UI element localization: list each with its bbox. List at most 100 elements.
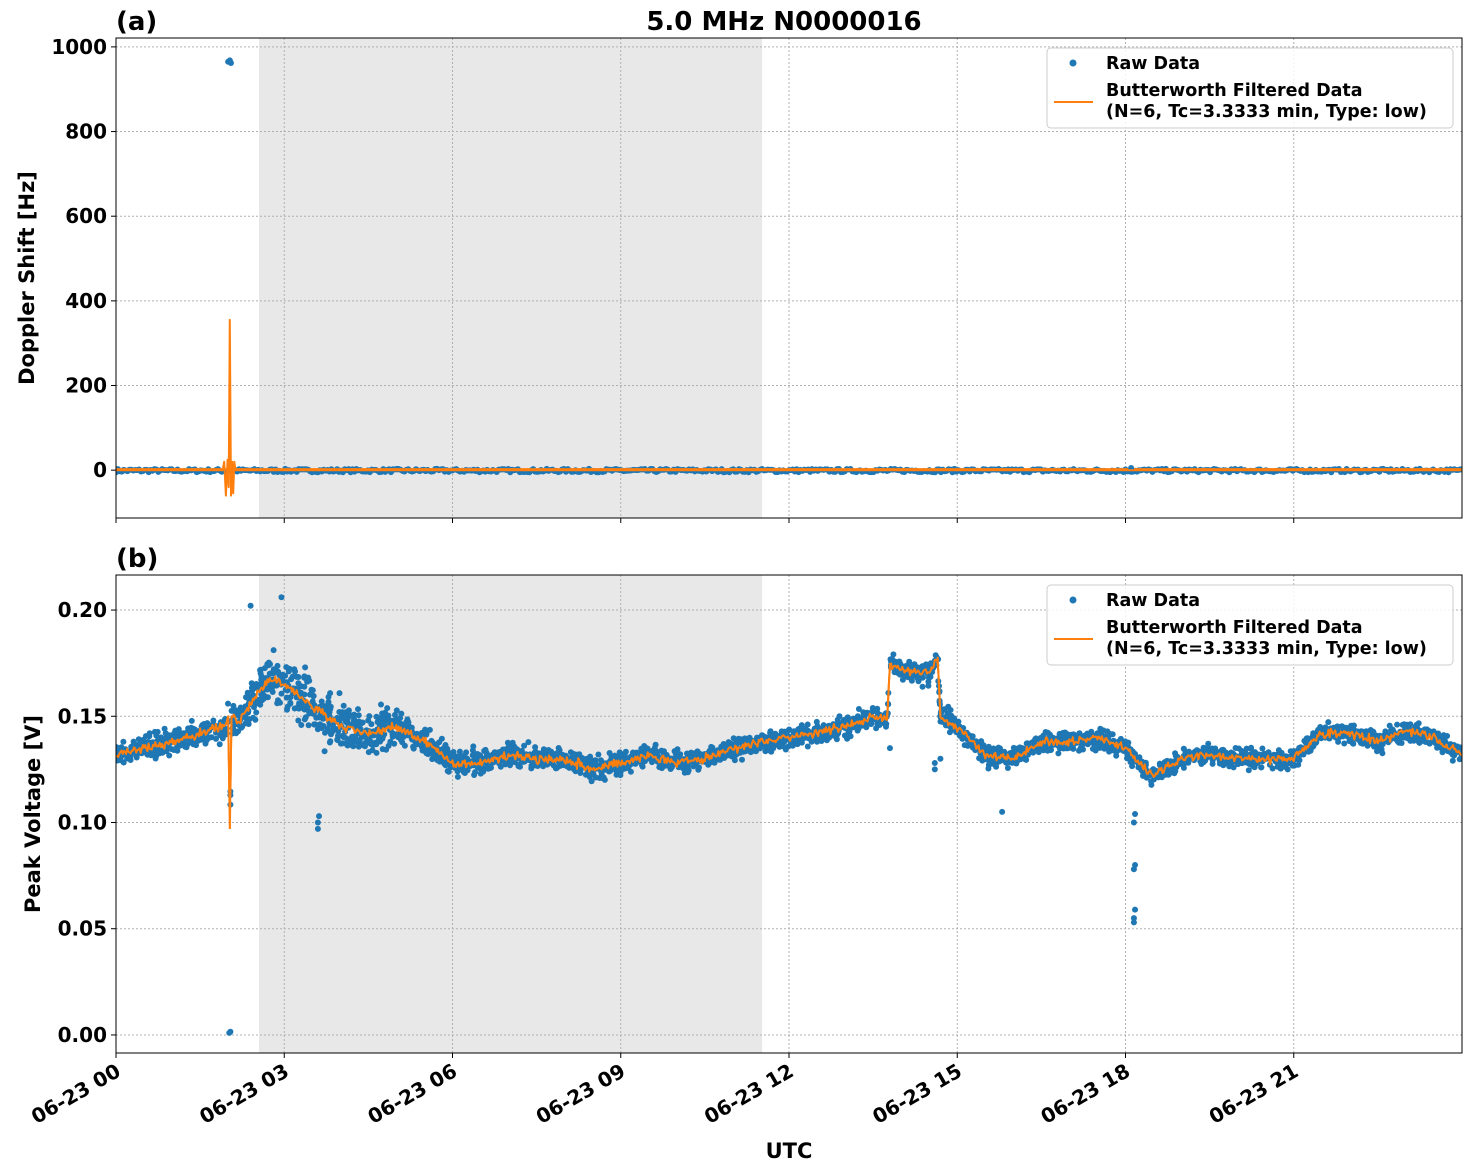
raw-point (460, 768, 467, 774)
raw-outlier-point (1130, 819, 1137, 826)
legend-filtered-label: Butterworth Filtered Data (1106, 81, 1363, 101)
raw-point (1060, 735, 1067, 742)
raw-point (785, 743, 792, 750)
raw-point (485, 752, 492, 759)
y-tick-label: 0.15 (58, 704, 107, 728)
raw-point (731, 757, 738, 764)
raw-point (1278, 749, 1285, 756)
raw-point (776, 739, 782, 746)
raw-point (1008, 750, 1015, 756)
raw-point (564, 763, 571, 770)
raw-outlier-point (314, 819, 321, 826)
raw-point (1097, 725, 1104, 732)
raw-point (1127, 759, 1134, 765)
raw-point (1415, 738, 1422, 745)
raw-point (960, 732, 967, 739)
raw-point (327, 690, 334, 697)
raw-point (308, 686, 315, 693)
raw-point (591, 760, 598, 767)
raw-point (552, 764, 559, 771)
legend-b: Raw Data Butterworth Filtered Data (N=6,… (1046, 584, 1454, 666)
raw-point (269, 689, 276, 695)
y-tick-label: 400 (65, 289, 107, 313)
raw-point (1221, 760, 1228, 767)
raw-point (1255, 751, 1262, 758)
raw-outlier-point (1132, 906, 1139, 913)
raw-point (1055, 750, 1062, 757)
panel-a: 0 200 400 600 800 1000 (51, 35, 1463, 523)
raw-point (317, 721, 324, 728)
raw-point (1335, 738, 1342, 745)
raw-point (384, 705, 391, 712)
raw-point (1172, 768, 1179, 775)
legend-raw-marker (1069, 59, 1077, 67)
raw-outlier-point (999, 808, 1006, 815)
raw-point (732, 752, 739, 759)
raw-point (946, 729, 953, 736)
raw-point (1212, 745, 1219, 752)
raw-point (222, 731, 229, 738)
raw-point (1363, 728, 1370, 735)
panel-b-label: (b) (116, 544, 158, 574)
raw-point (335, 732, 341, 739)
raw-point (1325, 719, 1332, 726)
raw-point (171, 746, 178, 753)
raw-outlier-point (278, 594, 285, 601)
raw-point (373, 713, 380, 720)
raw-point (532, 750, 539, 757)
legend-raw-label: Raw Data (1106, 54, 1200, 74)
raw-point (722, 743, 729, 750)
raw-point (257, 670, 264, 677)
raw-point (1349, 740, 1356, 747)
raw-point (387, 738, 394, 745)
raw-point (336, 690, 343, 697)
raw-point (571, 752, 577, 759)
raw-outlier-point (1130, 915, 1137, 922)
raw-point (350, 718, 357, 725)
raw-point (393, 707, 400, 714)
x-tick-label: 06-23 03 (195, 1059, 293, 1129)
raw-point (1379, 750, 1386, 757)
raw-point (1410, 737, 1417, 744)
raw-point (1022, 756, 1029, 763)
raw-point (408, 724, 415, 731)
raw-point (287, 694, 294, 701)
raw-point (146, 733, 153, 740)
raw-point (305, 722, 312, 729)
raw-point (1373, 733, 1380, 740)
raw-point (826, 734, 833, 741)
raw-point (517, 763, 523, 770)
raw-point (706, 747, 713, 754)
x-tick-label: 06-23 15 (868, 1059, 966, 1129)
raw-point (855, 706, 862, 712)
raw-point (298, 722, 305, 728)
raw-point (705, 759, 712, 766)
raw-point (1209, 760, 1216, 767)
raw-point (278, 690, 285, 697)
x-axis-label: UTC (766, 1139, 813, 1163)
raw-point (166, 752, 173, 759)
raw-point (525, 739, 532, 746)
raw-point (347, 712, 354, 719)
y-axis-label-a: Doppler Shift [Hz] (15, 171, 39, 385)
raw-point (295, 674, 302, 680)
raw-point (1402, 724, 1409, 730)
raw-point (876, 722, 883, 728)
raw-point (473, 751, 480, 758)
raw-point (1258, 764, 1265, 771)
raw-point (366, 713, 373, 720)
raw-point (1044, 747, 1051, 754)
raw-point (301, 716, 308, 723)
raw-outlier-point (886, 745, 893, 752)
raw-point (362, 743, 368, 750)
x-tick-label: 06-23 21 (1205, 1059, 1303, 1129)
raw-point (779, 743, 786, 750)
legend-filtered-params: (N=6, Tc=3.3333 min, Type: low) (1106, 102, 1427, 122)
raw-point (213, 735, 219, 742)
raw-point (1435, 744, 1442, 751)
raw-point (627, 768, 634, 775)
raw-point (295, 705, 302, 712)
raw-point (152, 755, 159, 762)
raw-point (270, 670, 277, 677)
raw-point (1309, 744, 1316, 751)
